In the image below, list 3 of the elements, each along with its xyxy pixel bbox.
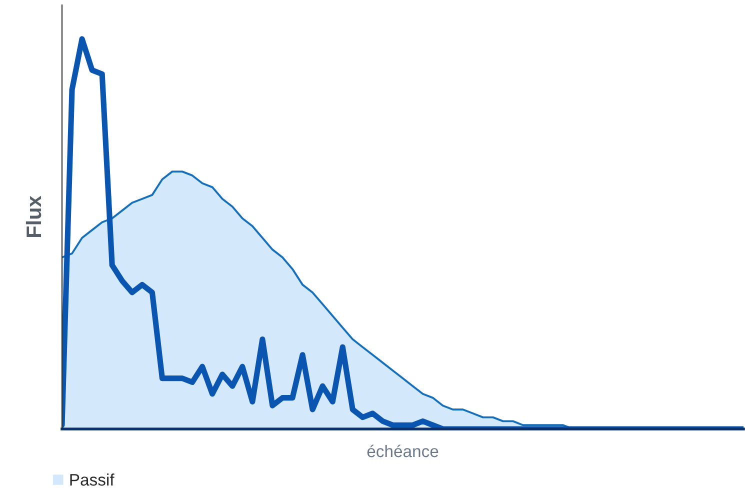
x-axis-title: échéance	[367, 444, 438, 458]
y-axis-title: Flux	[26, 196, 42, 238]
legend-label: Passif	[70, 473, 114, 486]
